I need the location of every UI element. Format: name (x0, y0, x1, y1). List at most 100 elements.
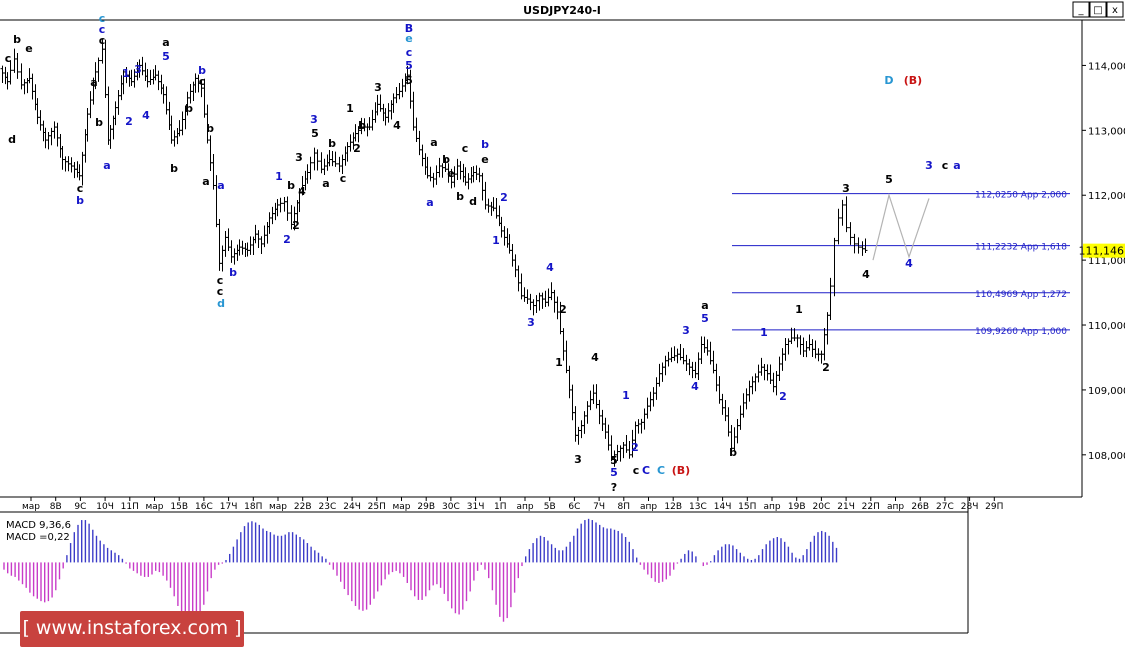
wave-label: b (185, 102, 193, 115)
time-tick-label: 9С (74, 502, 86, 512)
time-tick-label: 8П (618, 502, 631, 512)
time-tick-label: 23С (319, 502, 337, 512)
wave-label: 4 (546, 261, 554, 274)
wave-label: 5 (610, 454, 618, 467)
wave-label: 5 (405, 59, 413, 72)
wave-label: e (447, 167, 454, 180)
fib-levels: 112,0250 App 2,000 111,2232 App 1,618 110,… (732, 191, 1070, 337)
wave-label: c (633, 464, 640, 477)
wave-label: b (729, 446, 737, 459)
wave-label: 4 (691, 380, 699, 393)
time-tick-label: 6С (568, 502, 580, 512)
minimize-glyph: _ (1078, 5, 1085, 16)
wave-label: a (217, 179, 224, 192)
time-tick-label: 22П (862, 502, 880, 512)
wave-label: c (462, 142, 469, 155)
wave-label: d (469, 195, 477, 208)
wave-label: 4 (862, 268, 870, 281)
wave-label: C (657, 464, 665, 477)
wave-label: b (456, 190, 464, 203)
time-tick-label: мар (269, 502, 287, 512)
wave-label: e (25, 42, 32, 55)
wave-label: c (942, 159, 949, 172)
time-tick-label: апр (516, 502, 533, 512)
time-tick-label: 20С (813, 502, 831, 512)
wave-label: c (217, 274, 224, 287)
close-button[interactable] (1106, 1, 1124, 18)
wave-label: 1 (122, 67, 130, 80)
current-price-label: 111,146 (1079, 243, 1125, 258)
wave-label: 1 (622, 389, 630, 402)
wave-label: a (430, 136, 437, 149)
wave-label: b (229, 266, 237, 279)
price-tick-label: 113,000 (1088, 126, 1125, 137)
wave-label: b (481, 138, 489, 151)
wave-label: a (202, 175, 209, 188)
wave-label: e (405, 32, 412, 45)
price-tick-label: 108,000 (1088, 451, 1125, 462)
time-tick-label: 16С (195, 502, 213, 512)
wave-label: 5 (610, 466, 618, 479)
time-tick-label: 17Ч (220, 502, 238, 512)
wave-label: a (322, 177, 329, 190)
wave-label: c (99, 34, 106, 47)
wave-label: a (162, 36, 169, 49)
wave-label: 2 (125, 115, 133, 128)
wave-label: c (99, 12, 106, 25)
wave-label: 4 (142, 109, 150, 122)
close-glyph: x (1112, 5, 1118, 16)
wave-label: b (13, 33, 21, 46)
macd-value-label: MACD =0,22 (6, 532, 70, 543)
price-axis: 114,000 113,000 112,000 111,000 110,000 109,0… (1082, 61, 1125, 462)
time-tick-label: 29В (417, 502, 435, 512)
minimize-button[interactable] (1072, 1, 1090, 18)
time-tick-label: 5В (544, 502, 556, 512)
wave-label: (B) (672, 464, 690, 477)
fib-level-label: 109,9260 App 1,000 (975, 327, 1067, 337)
wave-label: 2 (822, 361, 830, 374)
wave-label: c (99, 23, 106, 36)
chart-title: USDJPY240-I (523, 4, 601, 17)
time-tick-label: мар (22, 502, 40, 512)
restore-button[interactable] (1089, 1, 1107, 18)
wave-label: 2 (631, 441, 639, 454)
wave-label: 4 (591, 351, 599, 364)
wave-label: b (328, 137, 336, 150)
time-tick-label: 13С (689, 502, 707, 512)
current-price-bg (1083, 243, 1125, 258)
time-tick-label: мар (392, 502, 410, 512)
wave-label: e (481, 153, 488, 166)
title-bar (0, 0, 1125, 20)
price-tick-label: 112,000 (1088, 191, 1125, 202)
time-tick-label: 11П (121, 502, 139, 512)
wave-label: 3 (527, 316, 535, 329)
wave-label: 4 (905, 257, 913, 270)
wave-label: 3 (574, 453, 582, 466)
restore-glyph: □ (1093, 5, 1102, 16)
time-tick-label: 10Ч (96, 502, 114, 512)
time-tick-label: 30С (442, 502, 460, 512)
time-tick-label: 24Ч (343, 502, 361, 512)
wave-label: 2 (559, 303, 567, 316)
wave-label: 2 (283, 233, 291, 246)
time-tick-label: апр (763, 502, 780, 512)
wave-label: b (76, 194, 84, 207)
wave-label: 4 (298, 185, 306, 198)
wave-label: d (8, 133, 16, 146)
wave-label: ? (611, 481, 617, 494)
wave-label: 3 (842, 182, 850, 195)
price-tick-label: 109,000 (1088, 386, 1125, 397)
window-controls: _ □ x (1072, 1, 1124, 18)
wave-label: a (90, 76, 97, 89)
wave-label: 2 (500, 191, 508, 204)
wave-label: c (340, 172, 347, 185)
wave-label: 4 (393, 119, 401, 132)
wave-label: 1 (555, 356, 563, 369)
wave-label: 3 (295, 151, 303, 164)
price-tick-label: 111,000 (1088, 256, 1125, 267)
time-tick-label: 19В (788, 502, 806, 512)
time-tick-label: 15П (738, 502, 756, 512)
time-tick-label: апр (640, 502, 657, 512)
